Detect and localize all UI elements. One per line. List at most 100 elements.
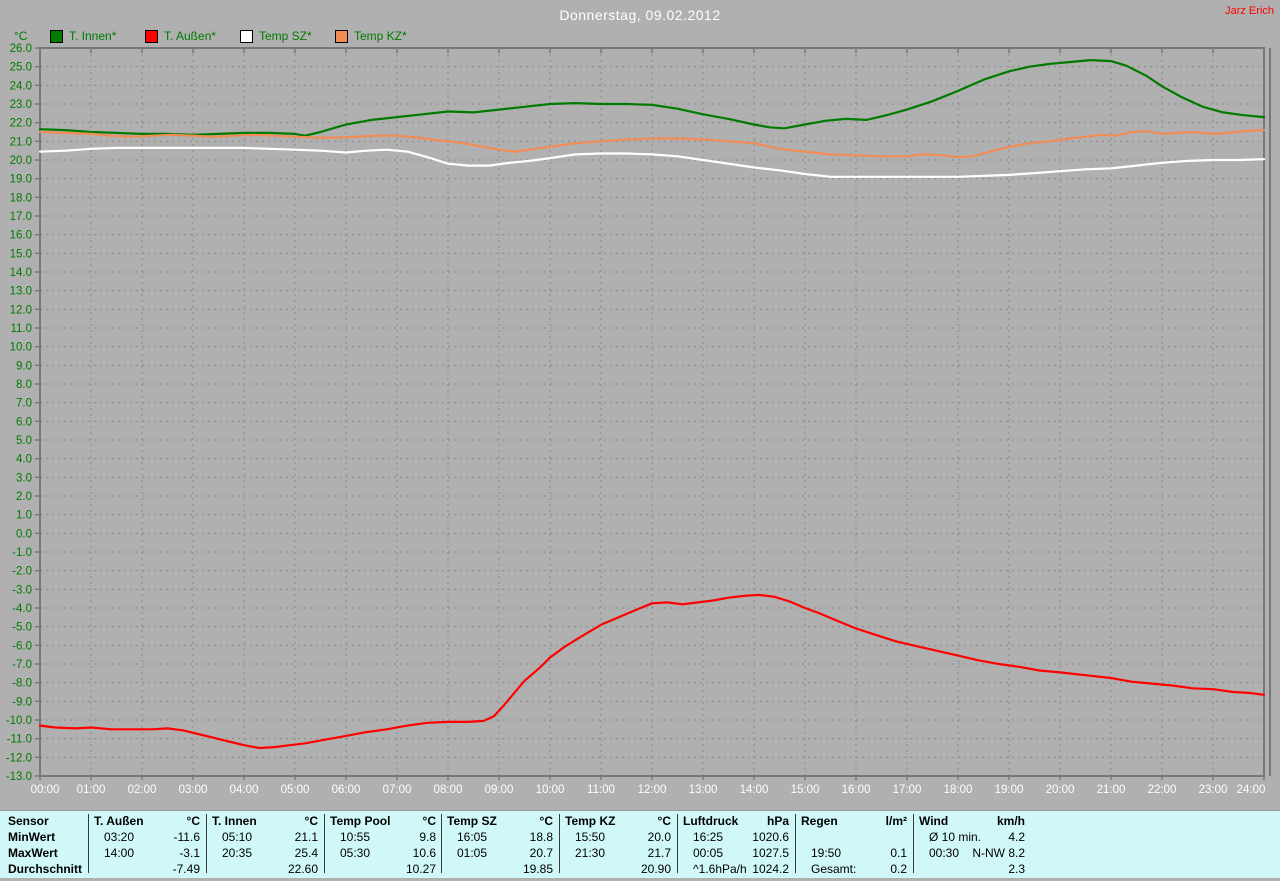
y-tick-label: -1.0	[12, 547, 32, 559]
y-tick-label: -6.0	[12, 640, 32, 652]
y-tick-label: 3.0	[16, 472, 32, 484]
stats-cell: 05:10 21.1	[212, 829, 318, 845]
y-tick-label: 16.0	[10, 230, 32, 242]
table-separator	[559, 814, 560, 873]
y-tick-label: 15.0	[10, 248, 32, 260]
sensor-name: Temp SZ	[447, 814, 497, 828]
stats-time: 16:25	[693, 830, 724, 844]
stats-cell: 20:35 25.4	[212, 845, 318, 861]
y-tick-label: -5.0	[12, 622, 32, 634]
stats-group-temp-pool: Temp Pool °C 10:55 9.8 05:30 10.6 10.27	[330, 813, 436, 877]
y-tick-label: -9.0	[12, 696, 32, 708]
stats-time: Ø 10 min.	[929, 830, 982, 844]
y-tick-label: 0.0	[16, 528, 32, 540]
page-title: Donnerstag, 09.02.2012	[559, 7, 721, 23]
stats-cell: 20.90	[565, 861, 671, 877]
sensor-name: Temp KZ	[565, 814, 616, 828]
y-tick-label: 8.0	[16, 379, 32, 391]
x-tick-label: 06:00	[332, 784, 361, 796]
stats-value: 25.4	[294, 846, 318, 860]
series-line-temp-sz-	[38, 146, 1266, 178]
x-tick-label: 00:00	[31, 784, 60, 796]
stats-cell: 21:30 21.7	[565, 845, 671, 861]
stats-cell: 00:30 N-NW 8.2	[919, 845, 1025, 861]
y-tick-label: 4.0	[16, 454, 32, 466]
stats-cell: 10.27	[330, 861, 436, 877]
stats-group-luftdruck: Luftdruck hPa 16:25 1020.6 00:05 1027.5 ^1.6hP…	[683, 813, 789, 877]
sensor-stats-table: Sensor MinWert MaxWert Durchschnitt T. Außen…	[0, 810, 1280, 878]
stats-time: 14:00	[104, 846, 135, 860]
series-line-temp-kz-	[38, 129, 1266, 159]
stats-group-temp-sz: Temp SZ °C 16:05 18.8 01:05 20.7 19.85	[447, 813, 553, 877]
y-tick-label: 21.0	[10, 136, 32, 148]
stats-time	[565, 861, 575, 877]
table-separator	[913, 814, 914, 873]
x-tick-label: 09:00	[485, 784, 514, 796]
stats-value: 9.8	[419, 830, 436, 844]
legend-swatch	[240, 29, 253, 43]
legend-item-temp-kz-: Temp KZ*	[335, 28, 430, 44]
y-tick-label: -2.0	[12, 566, 32, 578]
stats-time: 10:55	[340, 830, 371, 844]
y-tick-label: 9.0	[16, 360, 32, 372]
x-tick-label: 21:00	[1097, 784, 1126, 796]
stats-cell: 15:50 20.0	[565, 829, 671, 845]
stats-time: 00:05	[693, 846, 724, 860]
stats-time	[330, 861, 340, 877]
stats-time	[94, 861, 104, 877]
y-tick-label: -8.0	[12, 678, 32, 690]
stats-value: 20.0	[647, 830, 671, 844]
stats-value: 10.6	[412, 846, 436, 860]
stats-group-header: Wind km/h	[919, 813, 1025, 829]
x-tick-label: 05:00	[281, 784, 310, 796]
y-tick-label: 10.0	[10, 342, 32, 354]
stats-time: 15:50	[575, 830, 606, 844]
stats-value: 20.7	[529, 846, 553, 860]
sensor-name: Temp Pool	[330, 814, 391, 828]
stats-cell: 19.85	[447, 861, 553, 877]
stats-cell: 16:05 18.8	[447, 829, 553, 845]
x-tick-label: 08:00	[434, 784, 463, 796]
x-tick-label: 12:00	[638, 784, 667, 796]
legend-label: Temp KZ*	[354, 29, 407, 43]
y-tick-label: 2.0	[16, 491, 32, 503]
stats-value: 1027.5	[752, 846, 789, 860]
x-tick-label: 14:00	[740, 784, 769, 796]
sensor-name: T. Außen	[94, 814, 144, 828]
stats-group-regen: Regen l/m² 19:50 0.1 Gesamt: 0.2	[801, 813, 907, 877]
x-tick-label: 11:00	[587, 784, 615, 796]
stats-time	[212, 861, 222, 877]
stats-value: 0.1	[890, 846, 907, 860]
stats-time: 03:20	[104, 830, 135, 844]
chart-legend: T. Innen* T. Außen* Temp SZ* Temp KZ*	[50, 28, 430, 44]
legend-swatch	[145, 29, 158, 43]
table-separator	[88, 814, 89, 873]
stats-cell: Gesamt: 0.2	[801, 861, 907, 877]
sensor-name: Wind	[919, 814, 949, 828]
sensor-name: Regen	[801, 814, 838, 828]
legend-item-t-au-en-: T. Außen*	[145, 28, 240, 44]
stats-time: 21:30	[575, 846, 606, 860]
stats-value: -3.1	[179, 846, 200, 860]
y-tick-label: 12.0	[10, 304, 32, 316]
stats-time: ^1.6hPa/h	[693, 862, 747, 876]
stats-cell: 05:30 10.6	[330, 845, 436, 861]
stats-group-header: Temp SZ °C	[447, 813, 553, 829]
stats-time: 20:35	[222, 846, 253, 860]
y-tick-label: 25.0	[10, 62, 32, 74]
sensor-unit: °C	[186, 814, 200, 828]
x-tick-label: 10:00	[536, 784, 565, 796]
stats-group-header: T. Innen °C	[212, 813, 318, 829]
legend-swatch	[335, 29, 348, 43]
user-name: Jarz Erich	[1225, 5, 1274, 17]
x-tick-label: 02:00	[128, 784, 157, 796]
stats-group-t-au-en: T. Außen °C 03:20 -11.6 14:00 -3.1 -7.49	[94, 813, 200, 877]
stats-cell: 2.3	[919, 861, 1025, 877]
stats-cell: 00:05 1027.5	[683, 845, 789, 861]
stats-value: 20.90	[640, 862, 671, 876]
table-separator	[206, 814, 207, 873]
stats-row-label: Durchschnitt	[8, 862, 83, 876]
stats-time: 19:50	[811, 846, 842, 860]
sensor-unit: hPa	[766, 814, 789, 828]
x-tick-label: 01:00	[77, 784, 106, 796]
